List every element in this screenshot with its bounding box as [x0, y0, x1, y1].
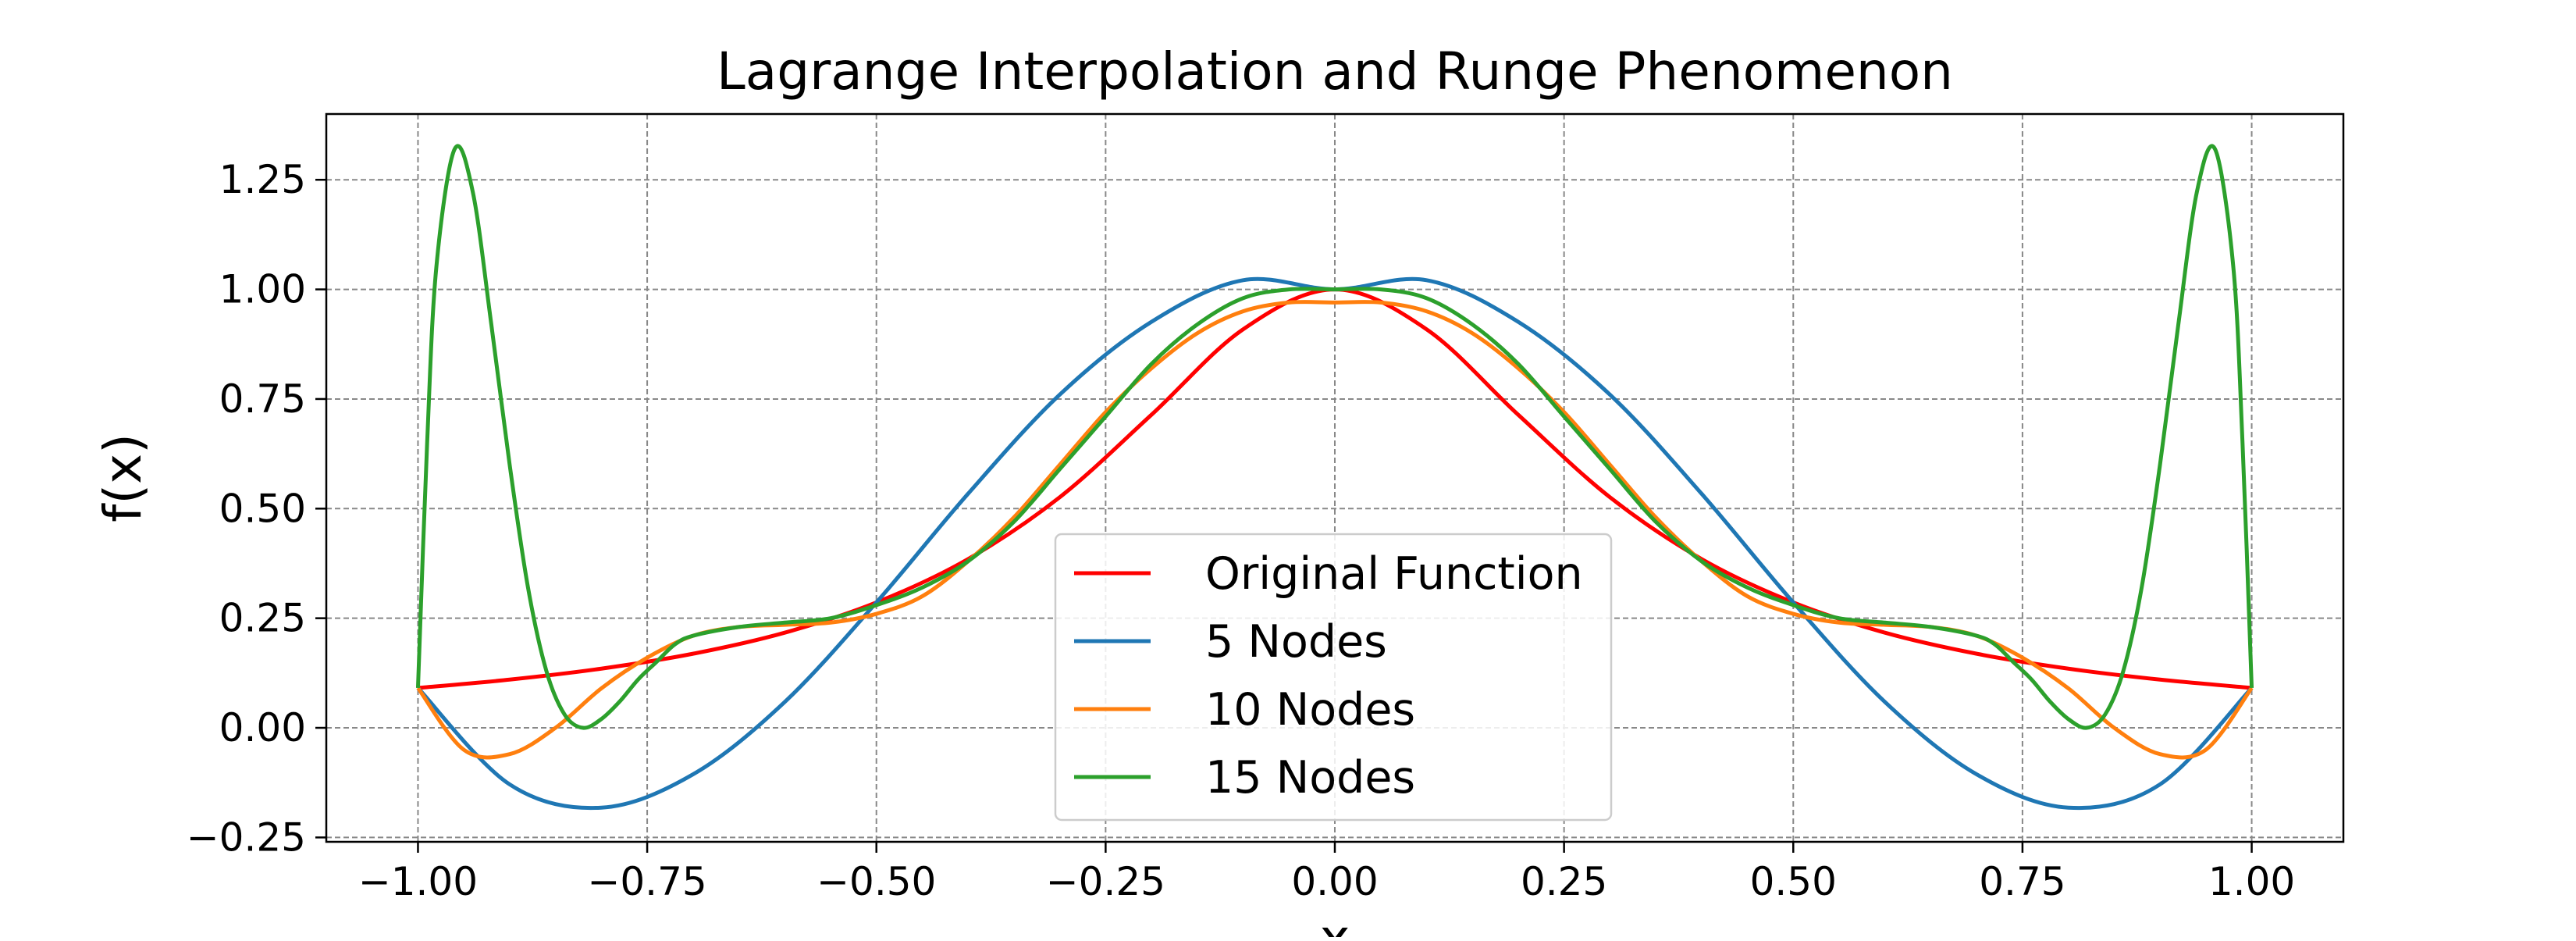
legend-label-15-nodes: 15 Nodes [1205, 752, 1415, 804]
chart-title: Lagrange Interpolation and Runge Phenome… [717, 41, 1953, 102]
x-tick-label: 0.75 [1979, 859, 2065, 904]
series-lines [415, 144, 2254, 811]
x-axis-label: x [1319, 908, 1350, 937]
y-axis-label: f(x) [93, 433, 153, 522]
y-tick-label: 0.25 [219, 596, 306, 641]
y-tick-label: 0.50 [219, 486, 306, 531]
series-line-15-nodes [415, 144, 2254, 730]
x-tick-label: −0.75 [587, 859, 706, 904]
legend-label-original-function: Original Function [1205, 548, 1583, 600]
legend-label-5-nodes: 5 Nodes [1205, 616, 1387, 668]
x-tick-label: −0.25 [1046, 859, 1165, 904]
x-tick-label: −1.00 [358, 859, 478, 904]
x-tick-label: −0.50 [817, 859, 936, 904]
y-tick-label: 0.00 [219, 705, 306, 750]
x-tick-label: 0.50 [1750, 859, 1837, 904]
legend: Original Function 5 Nodes 10 Nodes 15 Nodes [1054, 533, 1613, 822]
legend-label-10-nodes: 10 Nodes [1205, 684, 1415, 736]
y-tick-label: 1.25 [219, 157, 306, 202]
y-tick-label: 0.75 [219, 376, 306, 422]
axis-ticks: −1.00 −0.75 −0.50 −0.25 0.00 0.25 0.50 0.75 1.00… [187, 157, 2295, 904]
legend-box [1054, 533, 1613, 822]
x-tick-label: 0.25 [1521, 859, 1607, 904]
x-tick-label: 1.00 [2208, 859, 2295, 904]
x-tick-label: 0.00 [1291, 859, 1378, 904]
y-tick-label: −0.25 [187, 814, 306, 860]
y-tick-label: 1.00 [219, 267, 306, 312]
